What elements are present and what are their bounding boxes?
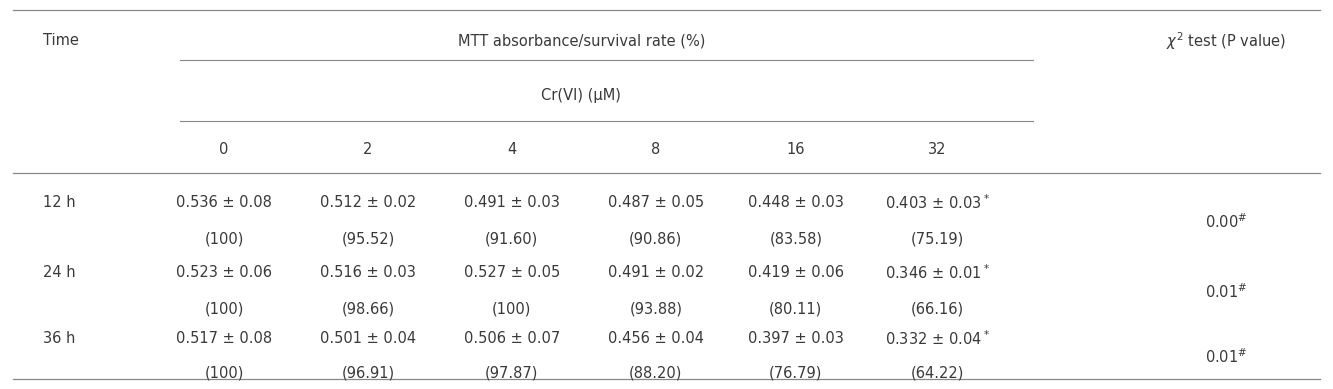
Text: 0.332 ± 0.04$^*$: 0.332 ± 0.04$^*$ xyxy=(885,329,989,348)
Text: 0.536 ± 0.08: 0.536 ± 0.08 xyxy=(176,195,272,210)
Text: (100): (100) xyxy=(204,232,244,247)
Text: 0.512 ± 0.02: 0.512 ± 0.02 xyxy=(320,195,416,210)
Text: 12 h: 12 h xyxy=(43,195,75,210)
Text: MTT absorbance/survival rate (%): MTT absorbance/survival rate (%) xyxy=(457,33,705,48)
Text: (88.20): (88.20) xyxy=(629,366,682,381)
Text: 0.456 ± 0.04: 0.456 ± 0.04 xyxy=(608,331,704,346)
Text: 0.397 ± 0.03: 0.397 ± 0.03 xyxy=(748,331,844,346)
Text: (95.52): (95.52) xyxy=(341,232,395,247)
Text: 0.487 ± 0.05: 0.487 ± 0.05 xyxy=(608,195,704,210)
Text: (75.19): (75.19) xyxy=(910,232,964,247)
Text: 0.517 ± 0.08: 0.517 ± 0.08 xyxy=(176,331,272,346)
Text: $\chi^2$ test (P value): $\chi^2$ test (P value) xyxy=(1166,30,1286,52)
Text: 0.448 ± 0.03: 0.448 ± 0.03 xyxy=(748,195,844,210)
Text: (90.86): (90.86) xyxy=(629,232,682,247)
Text: 0.491 ± 0.03: 0.491 ± 0.03 xyxy=(464,195,560,210)
Text: 0.01$^{\#}$: 0.01$^{\#}$ xyxy=(1205,348,1248,366)
Text: (100): (100) xyxy=(204,302,244,317)
Text: 36 h: 36 h xyxy=(43,331,75,346)
Text: (93.88): (93.88) xyxy=(629,302,682,317)
Text: (64.22): (64.22) xyxy=(910,366,964,381)
Text: 0.501 ± 0.04: 0.501 ± 0.04 xyxy=(320,331,416,346)
Text: Time: Time xyxy=(43,33,79,48)
Text: 0.01$^{\#}$: 0.01$^{\#}$ xyxy=(1205,282,1248,301)
Text: 0.403 ± 0.03$^*$: 0.403 ± 0.03$^*$ xyxy=(885,193,989,212)
Text: 24 h: 24 h xyxy=(43,265,75,280)
Text: (98.66): (98.66) xyxy=(341,302,395,317)
Text: 8: 8 xyxy=(652,142,660,157)
Text: 0.523 ± 0.06: 0.523 ± 0.06 xyxy=(176,265,272,280)
Text: 16: 16 xyxy=(786,142,805,157)
Text: (100): (100) xyxy=(204,366,244,381)
Text: 0.491 ± 0.02: 0.491 ± 0.02 xyxy=(608,265,704,280)
Text: 0.506 ± 0.07: 0.506 ± 0.07 xyxy=(464,331,560,346)
Text: (83.58): (83.58) xyxy=(769,232,822,247)
Text: 2: 2 xyxy=(363,142,373,157)
Text: 0.516 ± 0.03: 0.516 ± 0.03 xyxy=(320,265,416,280)
Text: Cr(VI) (μM): Cr(VI) (μM) xyxy=(541,88,621,103)
Text: (76.79): (76.79) xyxy=(769,366,822,381)
Text: (66.16): (66.16) xyxy=(910,302,964,317)
Text: 0.419 ± 0.06: 0.419 ± 0.06 xyxy=(748,265,844,280)
Text: 0: 0 xyxy=(219,142,229,157)
Text: 4: 4 xyxy=(508,142,516,157)
Text: 0.00$^{\#}$: 0.00$^{\#}$ xyxy=(1205,212,1248,231)
Text: 32: 32 xyxy=(928,142,946,157)
Text: (100): (100) xyxy=(492,302,532,317)
Text: 0.346 ± 0.01$^*$: 0.346 ± 0.01$^*$ xyxy=(885,263,989,282)
Text: (91.60): (91.60) xyxy=(485,232,539,247)
Text: (97.87): (97.87) xyxy=(485,366,539,381)
Text: (80.11): (80.11) xyxy=(769,302,822,317)
Text: (96.91): (96.91) xyxy=(341,366,395,381)
Text: 0.527 ± 0.05: 0.527 ± 0.05 xyxy=(464,265,560,280)
